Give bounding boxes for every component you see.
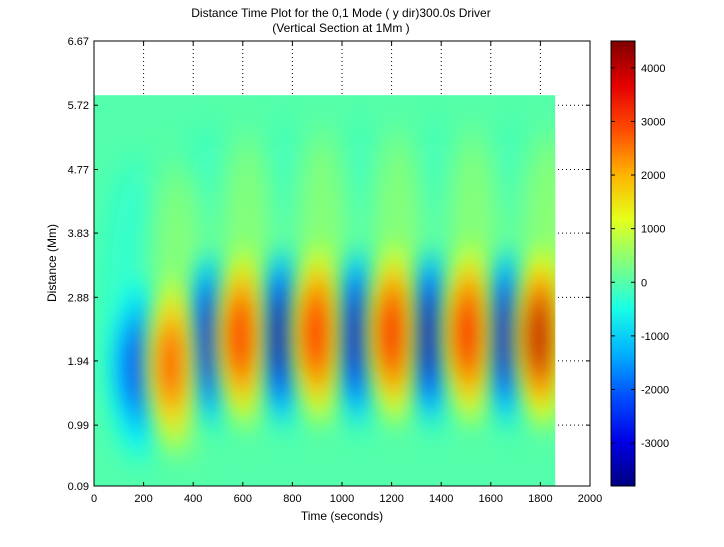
y-tick-label: 0.09 [68,481,89,493]
colorbar-tick-label: 0 [641,277,647,289]
x-tick-label: 1800 [528,493,552,505]
y-tick-label: 2.88 [68,292,89,304]
x-tick-label: 1400 [429,493,453,505]
heatmap-trough [181,247,232,432]
heatmap-trough [329,244,379,429]
y-tick-label: 5.72 [68,100,89,112]
heatmap-peak [145,271,196,456]
x-axis-label: Time (seconds) [301,509,383,523]
x-tick-label: 200 [134,493,152,505]
heatmap-trough [402,244,452,429]
heatmap-peak [513,244,556,429]
colorbar-tick-label: -1000 [641,331,669,343]
colorbar [610,40,636,487]
colorbar-tick-label: 2000 [641,170,665,182]
colorbar-tick-label: 1000 [641,224,665,236]
x-tick-label: 400 [184,493,202,505]
heatmap-peak [215,244,265,429]
heatmap-trough [110,274,161,459]
y-axis-label: Distance (Mm) [45,224,59,302]
heatmap-field [94,95,556,487]
y-tick-label: 3.83 [68,228,89,240]
y-tick-label: 0.99 [68,420,89,432]
x-tick-label: 600 [234,493,252,505]
y-axis: 0.09 0.99 1.94 2.88 3.83 4.77 5.72 6.67 [68,36,590,493]
colorbar-tick-label: 3000 [641,116,665,128]
x-tick-label: 800 [283,493,301,505]
heatmap-peak [290,241,341,426]
chart-title: Distance Time Plot for the 0,1 Mode ( y … [191,6,490,20]
heatmap-peak [441,241,492,426]
colorbar-tick-label: 4000 [641,63,665,75]
heatmap-trough [253,244,303,429]
colorbar-ticks: -3000 -2000 -1000 0 1000 2000 3000 4000 [611,63,669,450]
x-tick-label: 1600 [479,493,503,505]
colorbar-tick-label: -2000 [641,384,669,396]
y-tick-label: 1.94 [68,356,89,368]
x-tick-label: 1200 [379,493,403,505]
chart-subtitle: (Vertical Section at 1Mm ) [272,21,409,35]
x-tick-label: 1000 [330,493,354,505]
x-tick-label: 0 [91,493,97,505]
x-tick-label: 2000 [578,493,602,505]
heatmap-peak [366,241,416,426]
x-axis: 0 200 400 600 800 1000 1200 1400 1600 1800 2000 [91,41,602,505]
colorbar-tick-label: -3000 [641,438,669,450]
y-tick-label: 6.67 [68,36,89,48]
y-tick-label: 4.77 [68,164,89,176]
heatmap-trough [477,244,528,429]
